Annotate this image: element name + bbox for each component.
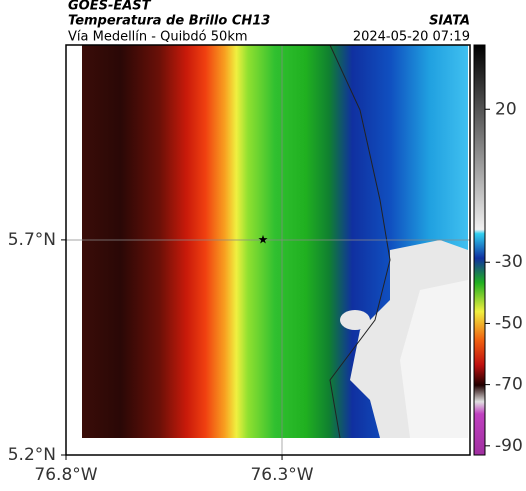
- location-marker: ★: [258, 233, 269, 247]
- colorbar-tick-label: -30: [495, 252, 523, 272]
- colorbar: [473, 44, 486, 456]
- cold-cloud: [340, 310, 370, 330]
- colorbar-tick-label: -90: [495, 436, 523, 456]
- y-tick-label: 5.7°N: [8, 230, 56, 250]
- x-tick-label: 76.3°W: [250, 465, 313, 485]
- colorbar-tick-label: -70: [495, 375, 523, 395]
- route: Vía Medellín - Quibdó 50km: [68, 30, 248, 45]
- timestamp: 2024-05-20 07:19: [353, 30, 470, 45]
- colorbar-tick-label: 20: [495, 99, 517, 119]
- title: GOES-EAST: [68, 0, 152, 14]
- subtitle: Temperatura de Brillo CH13: [68, 14, 270, 29]
- y-tick-label: 5.2°N: [8, 445, 56, 465]
- source: SIATA: [429, 14, 470, 29]
- border-line: [329, 44, 391, 439]
- satellite-image: ★: [65, 44, 471, 456]
- cold-cloud: [400, 280, 468, 438]
- colorbar-tick-label: -50: [495, 313, 523, 333]
- map-frame: [65, 44, 471, 456]
- x-tick-label: 76.8°W: [34, 465, 97, 485]
